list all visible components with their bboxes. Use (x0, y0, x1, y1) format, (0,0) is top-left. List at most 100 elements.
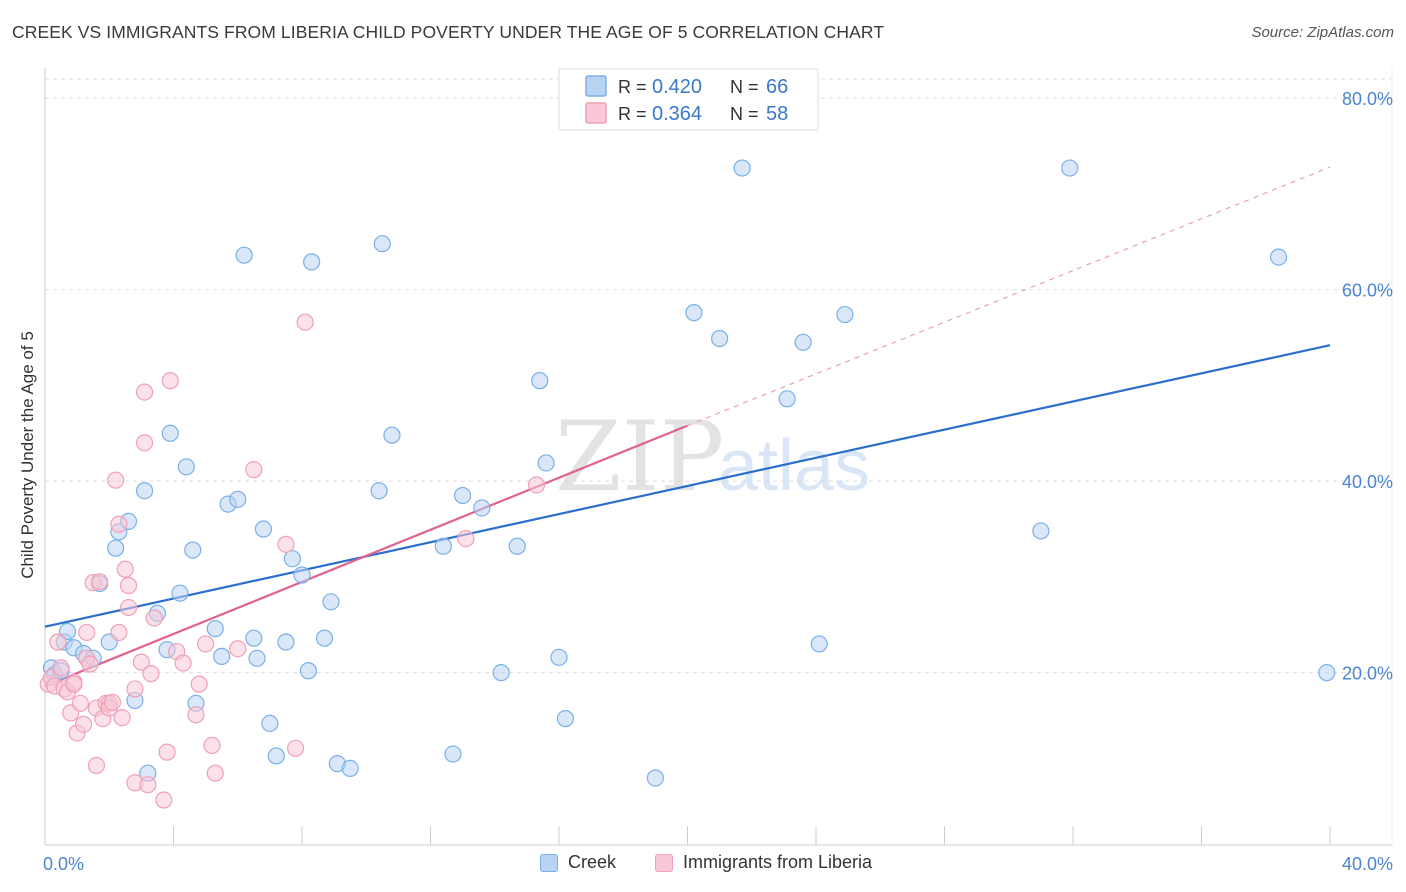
liberia-point (49, 633, 67, 651)
creek-point (283, 550, 301, 568)
x-tick-label-min: 0.0% (43, 854, 84, 874)
legend-n-label: N = (730, 104, 759, 124)
liberia-point (65, 675, 83, 693)
liberia-swatch (655, 853, 673, 872)
liberia-point (174, 654, 192, 672)
source-label: Source: ZipAtlas.com (1251, 24, 1394, 41)
creek-point (213, 647, 231, 665)
legend-n-value: 58 (766, 103, 788, 125)
liberia-point (277, 535, 295, 553)
trend-lines (44, 166, 1331, 688)
creek-point (537, 454, 555, 472)
creek-point (315, 629, 334, 647)
creek-point (293, 566, 311, 584)
watermark-atlas: atlas (718, 426, 870, 506)
watermark-zip: ZIP (555, 401, 724, 513)
liberia-point (145, 609, 163, 627)
creek-point (177, 458, 195, 476)
creek-point (248, 649, 266, 667)
legend-item-liberia: Immigrants from Liberia (655, 852, 872, 873)
liberia-point (78, 623, 96, 642)
liberia-point (132, 653, 150, 671)
creek-point (370, 482, 388, 500)
liberia-point (135, 383, 154, 401)
legend-label-creek: Creek (568, 852, 617, 872)
y-tick-label: 80.0% (1342, 89, 1393, 109)
liberia-point (245, 461, 263, 479)
liberia-point (161, 372, 179, 390)
creek-point (733, 159, 751, 177)
x-tick-label-max: 40.0% (1342, 854, 1393, 874)
creek-point (58, 622, 77, 641)
liberia-point (116, 560, 134, 578)
liberia-point (91, 573, 109, 591)
tick-labels: 20.0% 40.0% 60.0% 80.0% 0.0% 40.0% (43, 89, 1393, 874)
creek-point (646, 769, 664, 787)
liberia-trend-line (44, 424, 688, 688)
legend-n-value: 66 (766, 76, 788, 98)
y-tick-label: 40.0% (1342, 472, 1393, 492)
creek-point (508, 537, 526, 555)
creek-point (1269, 248, 1288, 266)
creek-point (454, 486, 472, 505)
creek-point (303, 253, 321, 271)
liberia-point (197, 635, 215, 653)
data-points (39, 159, 1336, 809)
creek-point (245, 629, 263, 647)
creek-point (1318, 664, 1336, 682)
liberia-point (190, 675, 208, 693)
creek-point (322, 593, 340, 611)
legend-item-creek: Creek (540, 852, 616, 873)
creek-point (267, 747, 285, 765)
creek-point (229, 490, 247, 508)
creek-point (206, 620, 224, 638)
creek-point (711, 329, 729, 348)
creek-point (107, 539, 125, 557)
legend-r-label: R = (618, 77, 647, 97)
y-tick-label: 60.0% (1342, 281, 1393, 301)
creek-point (473, 499, 491, 517)
liberia-point (119, 598, 138, 617)
creek-point (836, 305, 854, 324)
creek-point (261, 714, 279, 732)
liberia-point (107, 471, 125, 489)
liberia-point (52, 659, 70, 677)
liberia-point (203, 736, 221, 755)
creek-swatch (540, 853, 558, 872)
liberia-point (142, 665, 160, 683)
creek-point (277, 633, 295, 651)
creek-point (492, 664, 510, 682)
creek-point (341, 759, 359, 778)
creek-point (299, 662, 318, 680)
liberia-point (296, 313, 314, 331)
liberia-point (71, 694, 89, 712)
creek-point (254, 520, 273, 538)
y-tick-label: 20.0% (1342, 664, 1393, 684)
creek-point (171, 584, 189, 602)
liberia-point (119, 576, 138, 595)
creek-point (135, 482, 154, 500)
creek-point (383, 426, 401, 444)
legend-label-liberia: Immigrants from Liberia (683, 852, 873, 872)
creek-point (184, 541, 202, 559)
liberia-point (110, 623, 128, 642)
creek-point (444, 745, 462, 763)
liberia-point (135, 434, 154, 452)
chart-title: CREEK VS IMMIGRANTS FROM LIBERIA CHILD P… (12, 22, 885, 42)
creek-point (1061, 159, 1079, 177)
liberia-point (206, 764, 224, 782)
watermark: ZIP atlas (555, 401, 870, 513)
liberia-trend-extension (687, 166, 1331, 427)
legend-swatch-liberia (585, 102, 607, 124)
creek-point (434, 537, 452, 555)
creek-point (685, 304, 703, 322)
liberia-point (527, 476, 546, 494)
creek-point (235, 246, 253, 264)
liberia-point (158, 743, 176, 761)
liberia-point (103, 693, 122, 711)
liberia-point (229, 640, 247, 658)
creek-point (1032, 522, 1050, 540)
creek-point (161, 424, 179, 442)
liberia-point (110, 515, 128, 533)
liberia-point (126, 680, 144, 698)
